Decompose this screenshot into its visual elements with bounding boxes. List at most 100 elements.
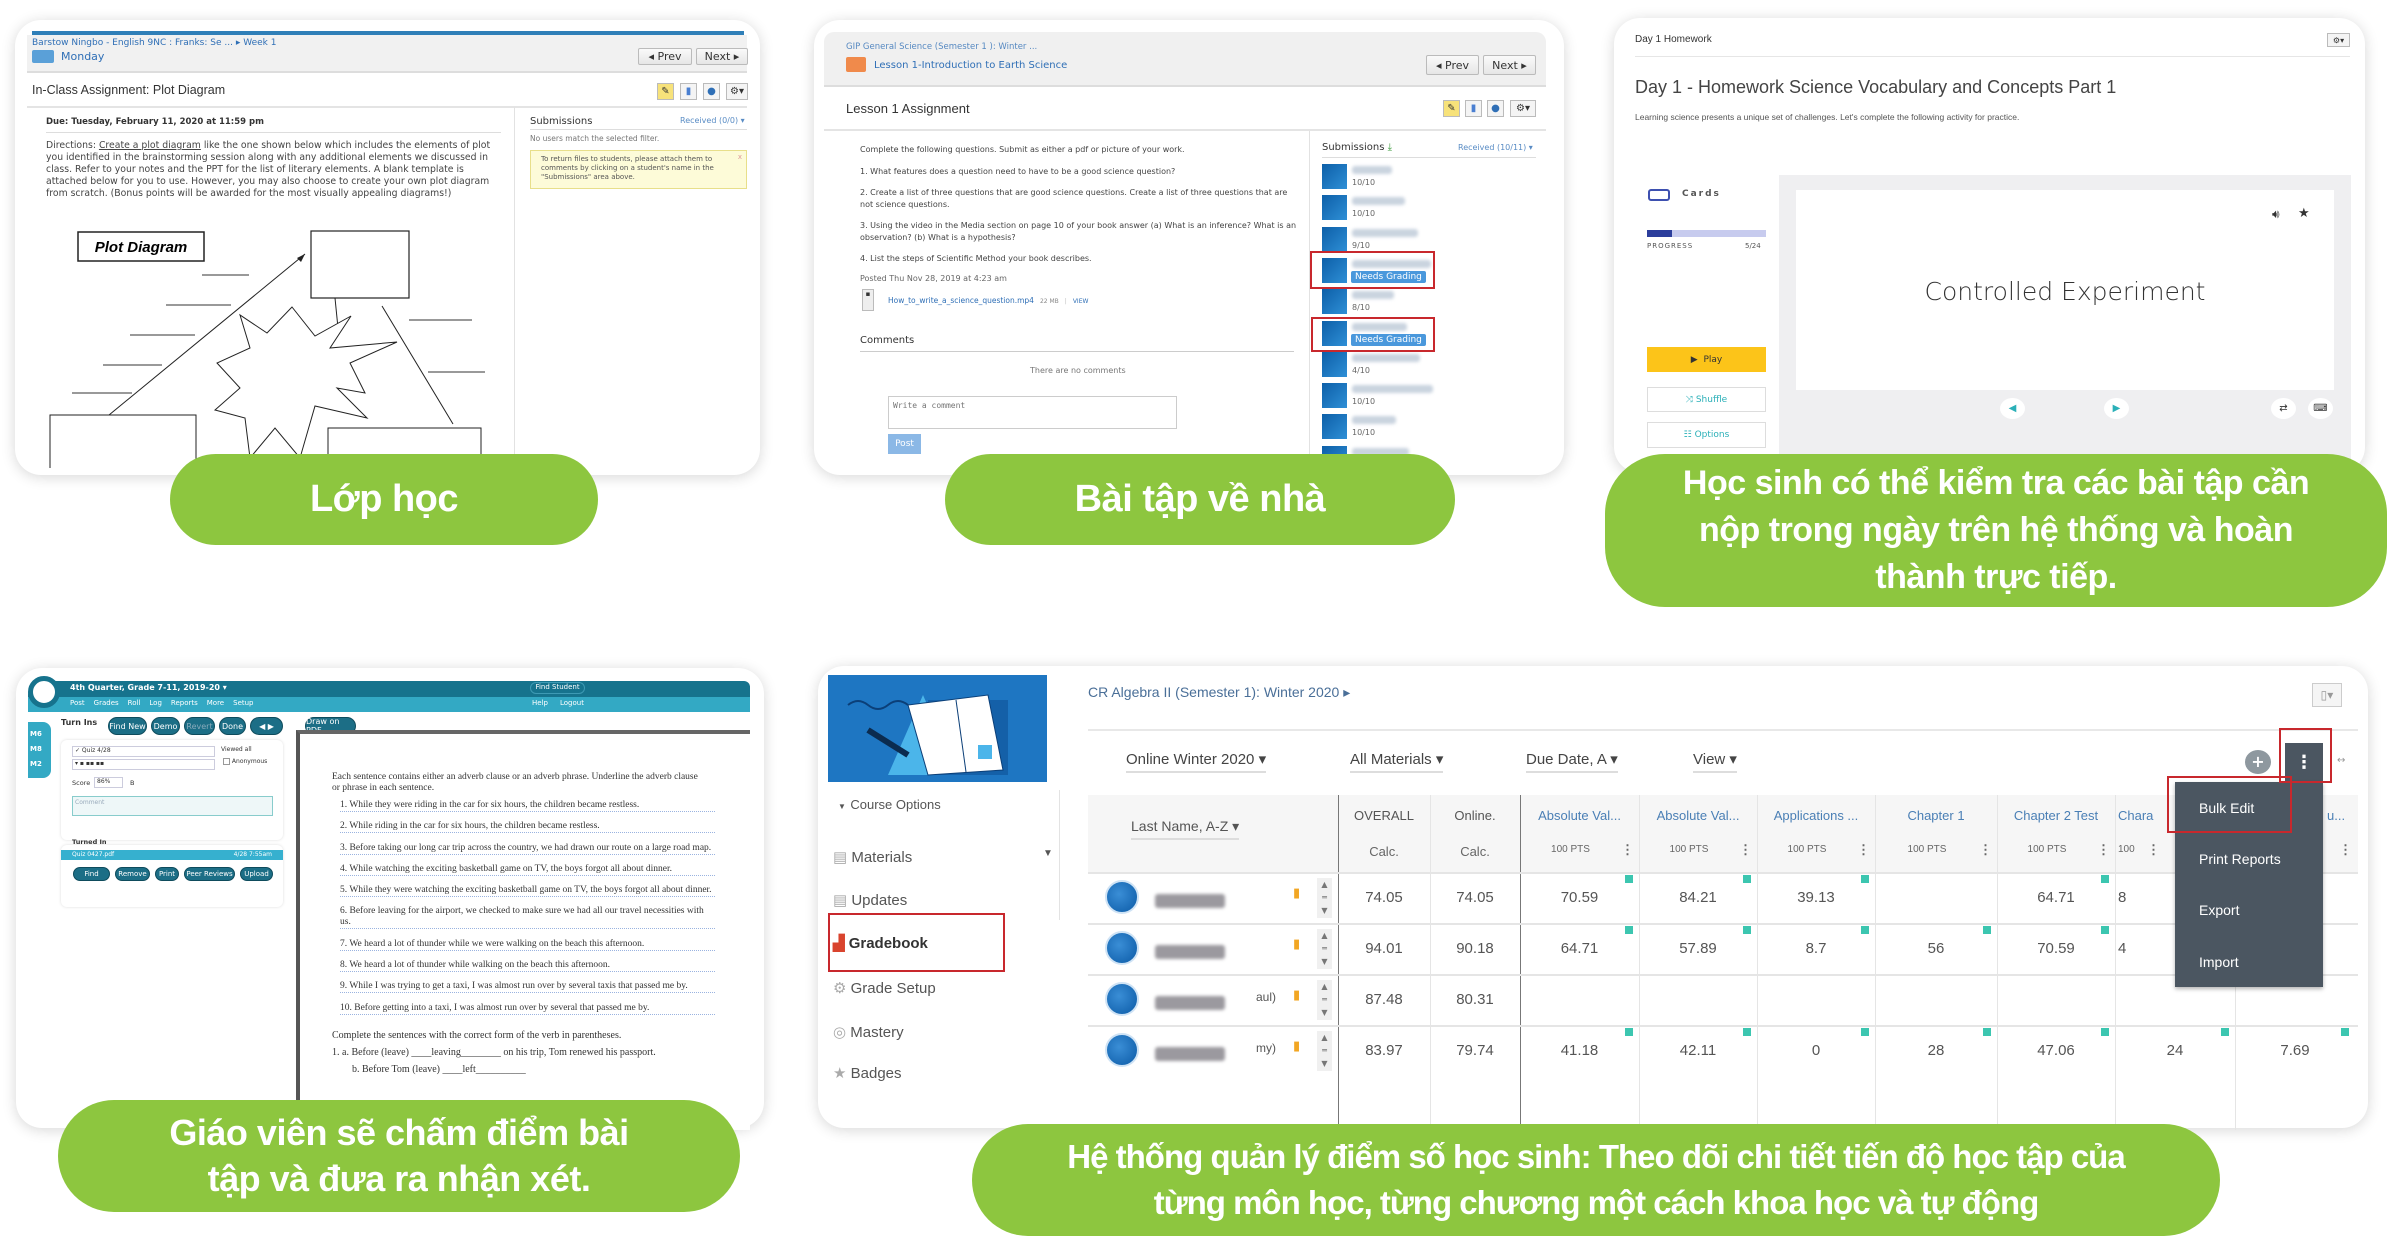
grade-comment-icon[interactable] xyxy=(2101,1028,2109,1036)
chart-icon[interactable]: ▮ xyxy=(680,83,697,100)
grade-cell[interactable]: 64.71 xyxy=(1560,940,1599,957)
gear-icon[interactable]: ⚙▾ xyxy=(1510,100,1536,117)
column-menu-icon[interactable]: ⋮ xyxy=(2339,842,2349,857)
nav-reports[interactable]: Reports xyxy=(170,699,198,707)
grade-comment-icon[interactable] xyxy=(2221,1028,2229,1036)
submission-row[interactable]: 10/10 xyxy=(1322,383,1522,411)
sidebar-item-grade-setup[interactable]: ⚙ Grade Setup xyxy=(833,979,936,997)
grade-cell[interactable]: 90.18 xyxy=(1456,940,1494,957)
grade-cell-empty[interactable] xyxy=(1757,991,1875,1009)
grade-cell[interactable]: 41.18 xyxy=(1560,1042,1599,1059)
edit-icon[interactable]: ✎ xyxy=(1443,100,1460,117)
done-button[interactable]: Done xyxy=(219,717,246,735)
grade-cell[interactable]: 24 xyxy=(2166,1042,2184,1059)
shuffle-button[interactable]: ⤨ Shuffle xyxy=(1647,387,1766,412)
column-header[interactable]: Absolute Val... xyxy=(1538,808,1621,823)
needs-grading-badge[interactable]: Needs Grading xyxy=(1351,270,1426,283)
layout-icon[interactable]: ▯▾ xyxy=(2312,683,2342,707)
submission-row[interactable]: 10/10 xyxy=(1322,164,1522,192)
download-icon[interactable]: ⤓ xyxy=(1387,142,1393,153)
grade-cell[interactable]: 87.48 xyxy=(1365,991,1403,1008)
remove-button[interactable]: Remove xyxy=(115,867,150,881)
anonymous-checkbox[interactable]: Anonymous xyxy=(223,758,267,765)
breadcrumb[interactable]: Barstow Ningbo - English 9NC : Franks: S… xyxy=(32,38,277,48)
quiz-select[interactable]: ✓ Quiz 4/28 xyxy=(72,746,215,757)
info-icon[interactable]: ● xyxy=(703,83,720,100)
grade-cell[interactable]: 56 xyxy=(1927,940,1945,957)
chart-icon[interactable]: ▮ xyxy=(1465,100,1482,117)
star-icon[interactable]: ★ xyxy=(2298,206,2310,221)
prev-button[interactable]: ◂ Prev xyxy=(1426,55,1479,75)
course-options-toggle[interactable]: ▼ Course Options xyxy=(838,797,941,812)
grade-cell[interactable]: 42.11 xyxy=(1679,1042,1717,1059)
grade-cell[interactable]: 70.59 xyxy=(2037,940,2075,957)
next-card-button[interactable]: ▶ xyxy=(2104,398,2129,419)
term-selector[interactable]: 4th Quarter, Grade 7-11, 2019-20 ▾ xyxy=(70,683,227,692)
menu-item-export[interactable]: Export xyxy=(2199,902,2240,918)
grade-cell[interactable]: 7.69 xyxy=(2280,1042,2310,1059)
menu-item-print-reports[interactable]: Print Reports xyxy=(2199,851,2281,867)
grade-cell[interactable]: 39.13 xyxy=(1797,889,1835,906)
grade-cell-empty[interactable] xyxy=(1875,889,1997,907)
grade-comment-icon[interactable] xyxy=(1743,875,1751,883)
column-header[interactable]: OVERALL xyxy=(1354,808,1414,823)
grade-cell[interactable]: 74.05 xyxy=(1365,889,1403,906)
upload-button[interactable]: Upload xyxy=(240,867,273,881)
grade-cell[interactable]: 83.97 xyxy=(1365,1042,1403,1059)
student-chart-icon[interactable]: ▮ xyxy=(1293,886,1301,901)
view-link[interactable]: VIEW xyxy=(1072,298,1089,305)
grade-comment-icon[interactable] xyxy=(2101,875,2109,883)
column-header[interactable]: u... xyxy=(2327,808,2346,823)
gear-icon[interactable]: ⚙▾ xyxy=(2327,33,2350,47)
find-new-button[interactable]: Find New xyxy=(108,717,147,735)
column-menu-icon[interactable]: ⋮ xyxy=(2147,842,2157,857)
column-menu-icon[interactable]: ⋮ xyxy=(1857,842,1869,857)
grade-comment-icon[interactable] xyxy=(1625,875,1633,883)
submission-row[interactable]: 8/10 xyxy=(1322,289,1522,317)
student-select[interactable]: ▾ ▪ ▪▪ ▪▪ xyxy=(72,759,215,770)
grade-cell[interactable]: 4 xyxy=(2118,940,2127,957)
grade-cell[interactable]: 80.31 xyxy=(1456,991,1494,1008)
grading-period-filter[interactable]: Online Winter 2020 ▾ xyxy=(1126,750,1267,773)
previous-card-button[interactable]: ◀ xyxy=(2000,398,2025,419)
find-button[interactable]: Find xyxy=(73,867,110,881)
column-header[interactable]: Online. xyxy=(1454,808,1496,823)
tab-m6[interactable]: M6 xyxy=(30,730,42,738)
grade-cell[interactable]: 8.7 xyxy=(1805,940,1827,957)
comment-input[interactable] xyxy=(888,396,1177,429)
sort-filter[interactable]: Due Date, A ▾ xyxy=(1526,750,1618,773)
row-reorder-handle[interactable]: ▲ ═ ▼ xyxy=(1317,1031,1332,1071)
keyboard-icon[interactable]: ⌨ xyxy=(2308,398,2333,419)
breadcrumb[interactable]: GIP General Science (Semester 1 ): Winte… xyxy=(846,42,1038,52)
grade-cell-empty[interactable] xyxy=(2327,940,2353,958)
attachment-link[interactable]: How_to_write_a_science_question.mp4 xyxy=(888,296,1034,305)
column-menu-icon[interactable]: ⋮ xyxy=(1739,842,1751,857)
info-icon[interactable]: ● xyxy=(1487,100,1504,117)
find-student-button[interactable]: Find Student xyxy=(530,682,585,694)
column-header[interactable]: Chapter 1 xyxy=(1907,808,1965,823)
grade-cell[interactable]: 79.74 xyxy=(1456,1042,1494,1059)
received-filter[interactable]: Received (10/11) ▾ xyxy=(1458,143,1533,152)
logout-link[interactable]: Logout xyxy=(560,699,584,707)
student-name[interactable]: aul) xyxy=(1256,990,1277,1004)
column-header[interactable]: Chara xyxy=(2118,808,2154,823)
tab-m8[interactable]: M8 xyxy=(30,745,42,753)
nav-post[interactable]: Post xyxy=(70,699,85,707)
student-avatar[interactable] xyxy=(1105,931,1139,965)
grade-comment-icon[interactable] xyxy=(2101,926,2109,934)
received-filter[interactable]: Received (0/0) ▾ xyxy=(680,116,745,125)
sidebar-item-materials[interactable]: ▤ Materials ▼ xyxy=(833,848,1053,866)
flashcard[interactable] xyxy=(1796,190,2334,390)
row-reorder-handle[interactable]: ▲ ═ ▼ xyxy=(1317,980,1332,1020)
student-avatar[interactable] xyxy=(1105,880,1139,914)
nav-more[interactable]: More xyxy=(206,699,225,707)
grade-cell[interactable]: 47.06 xyxy=(2037,1042,2075,1059)
help-link[interactable]: Help xyxy=(532,699,548,707)
gear-icon[interactable]: ⚙▾ xyxy=(726,83,748,100)
next-button[interactable]: Next ▸ xyxy=(1483,55,1536,75)
grade-comment-icon[interactable] xyxy=(1983,926,1991,934)
menu-item-import[interactable]: Import xyxy=(2199,954,2239,970)
grade-comment-icon[interactable] xyxy=(1625,1028,1633,1036)
grade-cell[interactable]: 57.89 xyxy=(1679,940,1717,957)
grade-cell[interactable]: 28 xyxy=(1927,1042,1945,1059)
